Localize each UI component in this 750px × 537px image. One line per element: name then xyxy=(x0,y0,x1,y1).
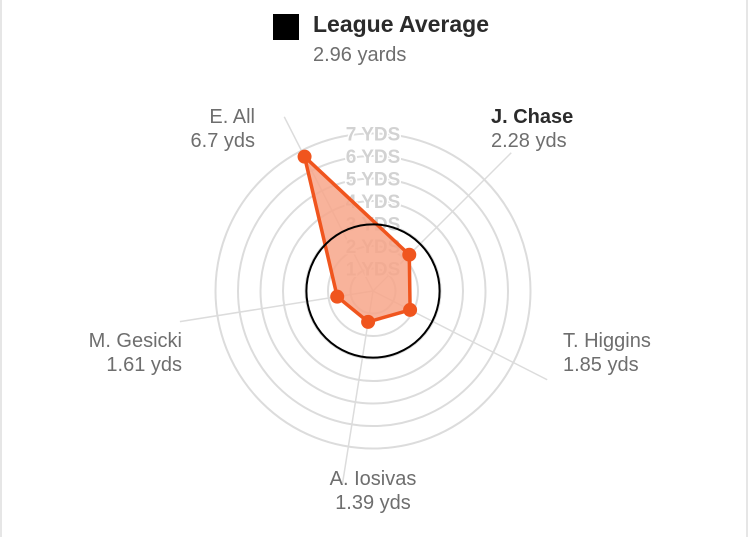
data-point-j-chase xyxy=(402,247,417,262)
axis-name: A. Iosivas xyxy=(329,468,417,490)
ring-label: 7 YDS xyxy=(346,125,401,146)
left-border-line xyxy=(0,0,2,537)
right-border-line xyxy=(746,0,748,537)
axis-label-a-iosivas: A. Iosivas 1.39 yds xyxy=(273,467,473,515)
axis-value: 1.61 yds xyxy=(106,354,182,376)
legend-value: 2.96 yards xyxy=(313,44,407,66)
series-area xyxy=(302,154,412,324)
axis-value: 1.85 yds xyxy=(563,354,639,376)
axis-name: E. All xyxy=(209,106,255,128)
axis-name: T. Higgins xyxy=(563,330,651,352)
axis-label-j-chase: J. Chase 2.28 yds xyxy=(491,105,573,153)
legend-title: League Average xyxy=(313,11,489,37)
axis-name: J. Chase xyxy=(491,106,574,128)
data-point-a-iosivas xyxy=(361,314,376,329)
axis-label-t-higgins: T. Higgins 1.85 yds xyxy=(563,329,651,377)
axis-name: M. Gesicki xyxy=(88,330,182,352)
grid-ring xyxy=(259,177,487,405)
axis-value: 6.7 yds xyxy=(190,130,255,152)
ring-label: 5 YDS xyxy=(346,170,401,191)
grid-ring xyxy=(282,200,464,382)
data-point-m-gesicki xyxy=(330,289,345,304)
axis-value: 2.28 yds xyxy=(491,130,567,152)
axis-label-e-all: E. All 6.7 yds xyxy=(140,105,255,153)
grid-ring xyxy=(214,132,532,450)
ring-label: 6 YDS xyxy=(346,147,401,168)
league-average-ring xyxy=(305,223,441,359)
data-point-e-all xyxy=(297,149,312,164)
legend-swatch xyxy=(273,14,299,40)
series-layer xyxy=(302,154,412,324)
grid-ring xyxy=(237,155,509,427)
axis-label-m-gesicki: M. Gesicki 1.61 yds xyxy=(60,329,182,377)
data-point-t-higgins xyxy=(403,302,418,317)
axis-value: 1.39 yds xyxy=(335,492,411,514)
series-points xyxy=(297,149,418,329)
league-average-circle xyxy=(305,223,441,359)
